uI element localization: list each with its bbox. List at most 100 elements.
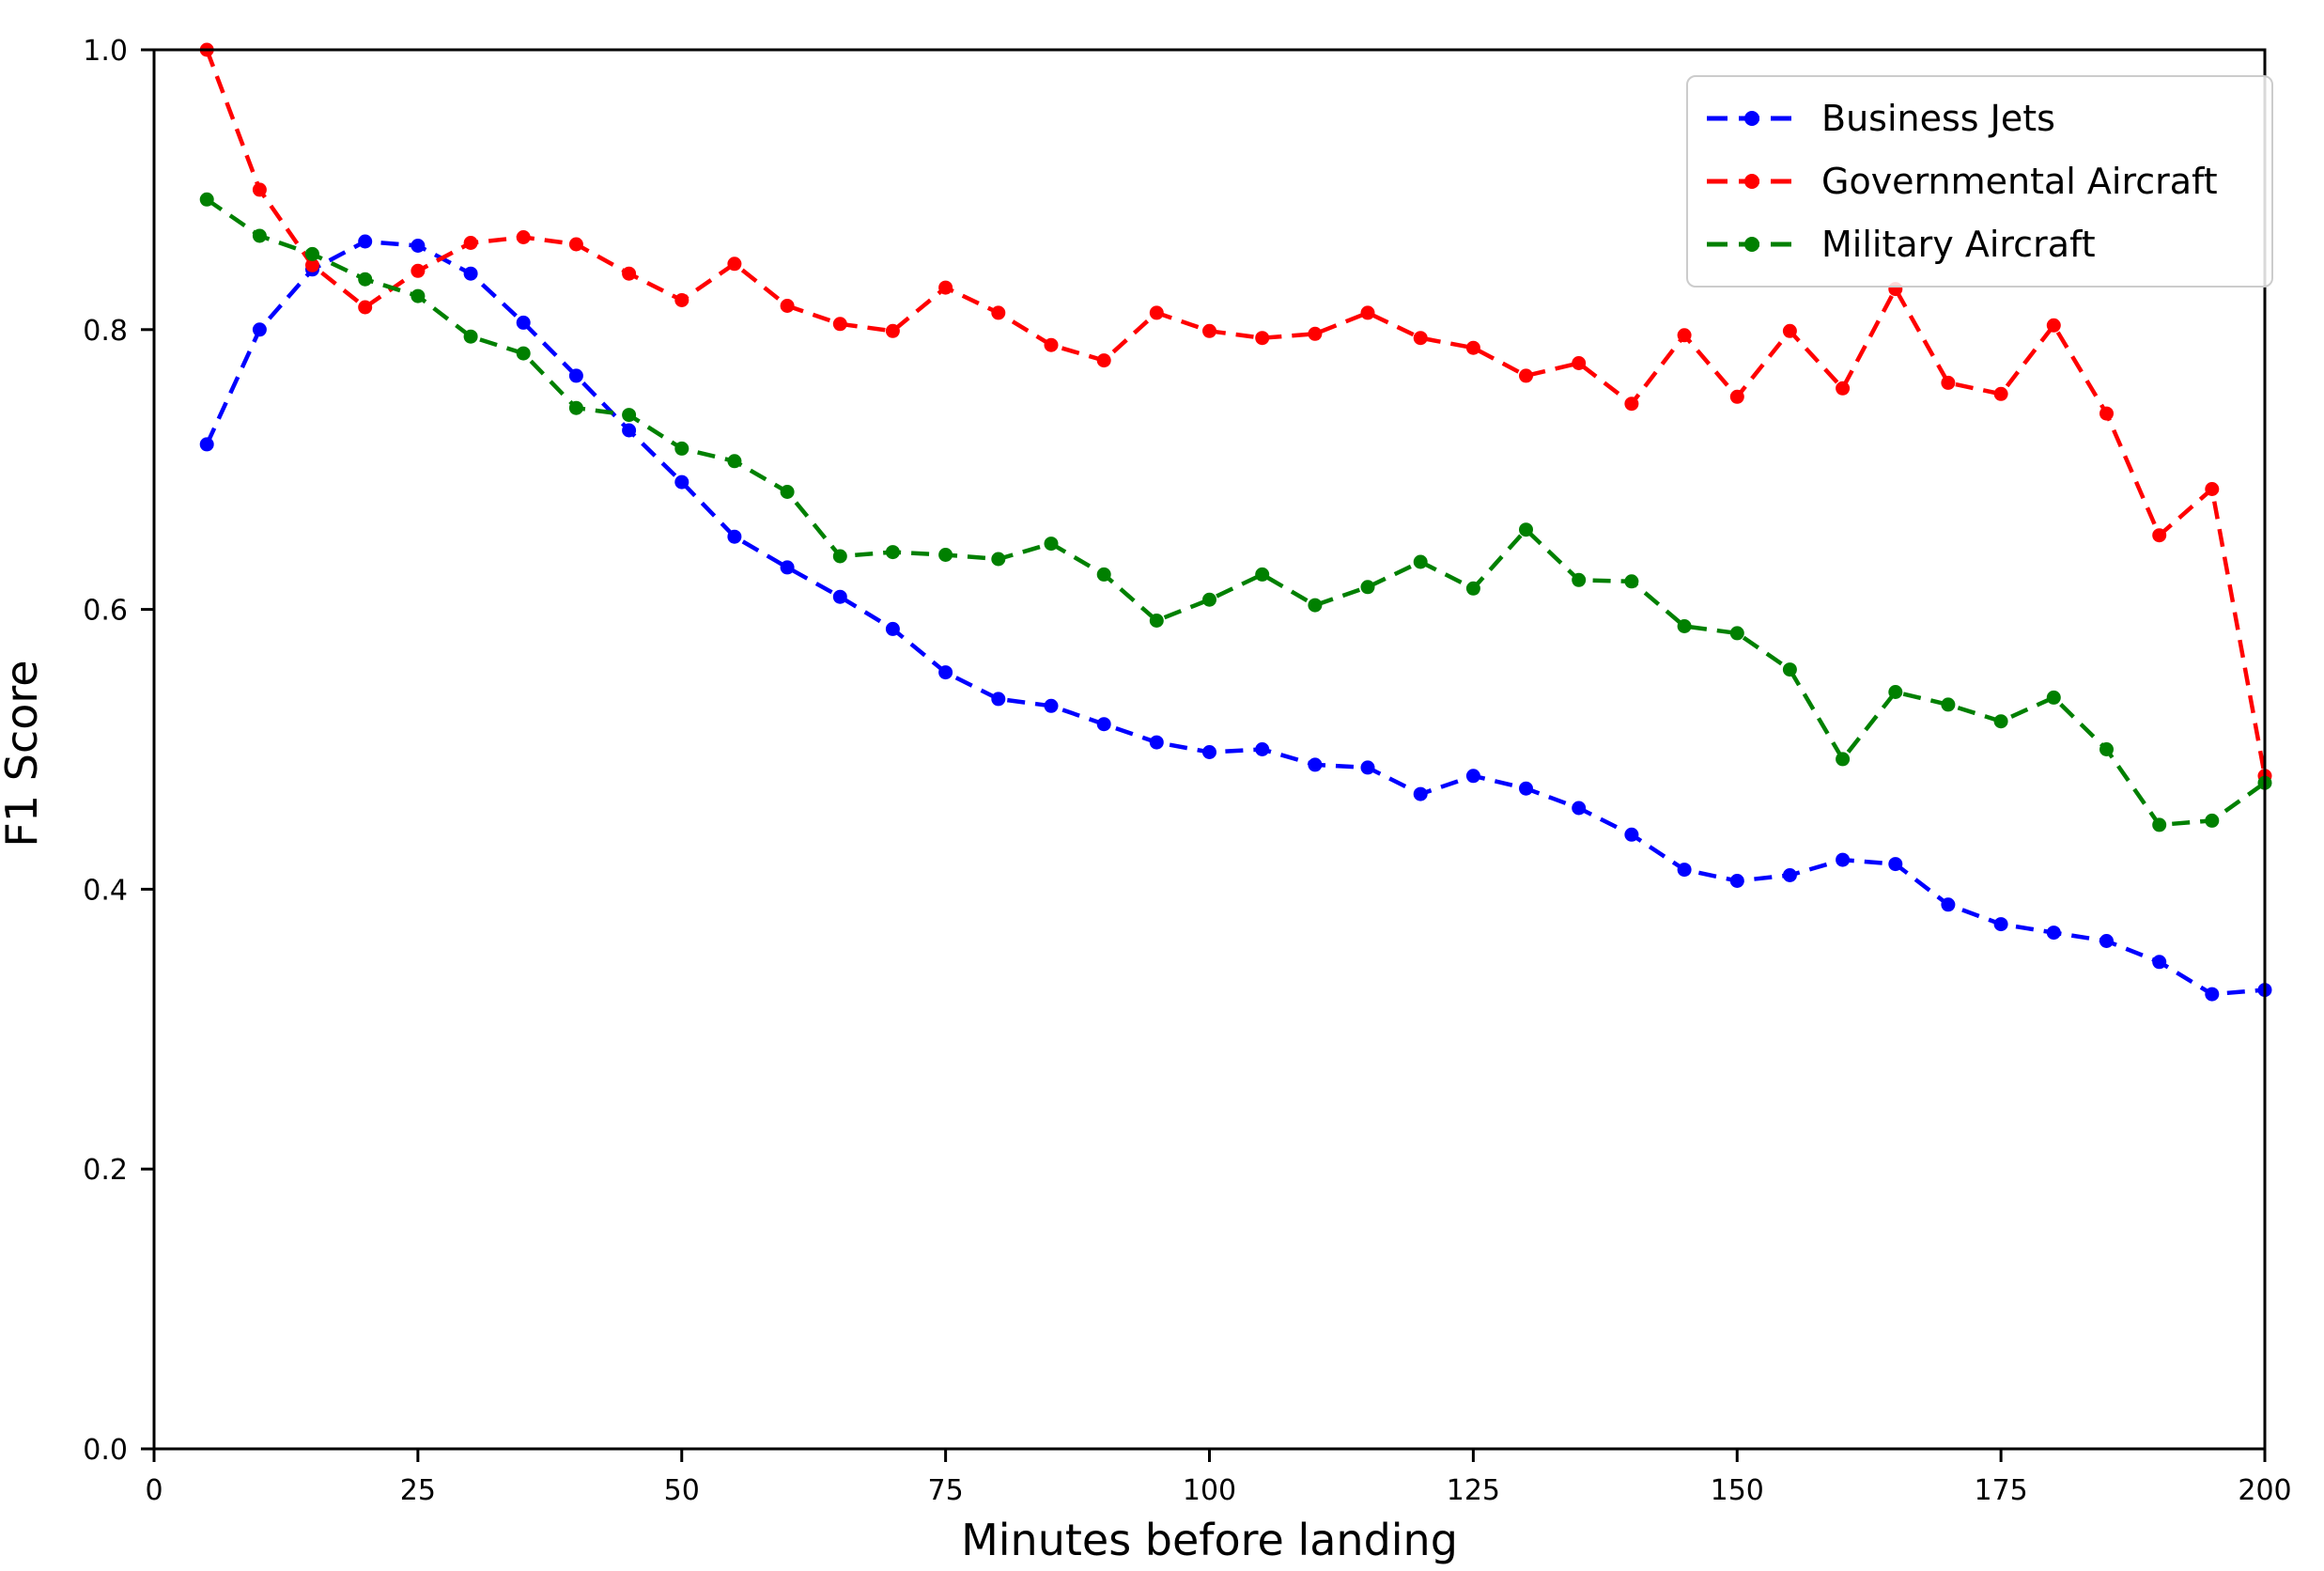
- data-point: [2046, 925, 2061, 941]
- data-point: [1941, 697, 1956, 712]
- data-point: [1202, 745, 1216, 759]
- x-tick-label: 0: [145, 1474, 163, 1507]
- data-point: [832, 549, 847, 564]
- data-point: [1413, 786, 1428, 801]
- data-point: [1677, 863, 1692, 878]
- data-point: [1782, 662, 1797, 677]
- data-point: [1729, 626, 1744, 641]
- data-point: [1149, 735, 1164, 750]
- data-point: [885, 323, 900, 338]
- data-point: [305, 257, 319, 272]
- data-point: [727, 257, 742, 272]
- data-point: [2152, 955, 2167, 970]
- data-point: [199, 437, 214, 452]
- data-point: [1465, 340, 1480, 355]
- data-point: [1993, 386, 2008, 401]
- data-point: [1888, 685, 1903, 699]
- data-point: [1308, 326, 1323, 341]
- data-point: [622, 423, 637, 438]
- x-axis-label: Minutes before landing: [961, 1515, 1458, 1565]
- data-point: [780, 560, 795, 575]
- legend-label: Governmental Aircraft: [1821, 160, 2218, 202]
- series-line-governmental-aircraft: [205, 49, 2268, 777]
- data-point: [568, 368, 583, 383]
- y-tick-label: 0.6: [83, 595, 128, 628]
- data-point: [358, 272, 373, 287]
- series-line-business-jets: [205, 239, 2266, 997]
- data-point: [1572, 356, 1587, 370]
- data-point: [622, 266, 637, 281]
- data-point: [1149, 614, 1164, 628]
- x-tick-label: 200: [2238, 1474, 2291, 1507]
- data-point: [516, 315, 531, 330]
- data-point: [832, 317, 847, 332]
- data-point: [1836, 752, 1851, 767]
- data-point: [252, 182, 267, 197]
- y-tick-label: 0.8: [83, 315, 128, 348]
- x-tick-label: 100: [1183, 1474, 1236, 1507]
- data-point: [1519, 368, 1533, 383]
- data-point: [305, 246, 319, 261]
- data-point: [1308, 757, 1323, 772]
- data-point: [1308, 598, 1323, 613]
- data-point: [1941, 897, 1956, 912]
- data-point: [885, 545, 900, 560]
- data-point: [1993, 917, 2008, 932]
- y-tick-label: 1.0: [83, 35, 128, 68]
- data-point: [463, 329, 478, 344]
- data-point: [1202, 323, 1216, 338]
- y-axis-label: F1 Score: [0, 660, 47, 848]
- data-point: [1729, 389, 1744, 404]
- data-point: [2205, 813, 2220, 828]
- data-point: [1360, 305, 1375, 320]
- data-point: [2099, 934, 2114, 948]
- data-point: [674, 441, 689, 456]
- data-point: [885, 621, 900, 636]
- data-point: [1465, 769, 1480, 784]
- data-point: [199, 192, 214, 207]
- x-tick-label: 150: [1711, 1474, 1764, 1507]
- data-point: [463, 266, 478, 281]
- data-point: [358, 300, 373, 315]
- data-point: [1202, 592, 1216, 607]
- data-point: [1624, 574, 1639, 589]
- data-point: [1096, 567, 1111, 582]
- data-point: [991, 692, 1006, 707]
- legend: Business Jets Governmental Aircraft Mili…: [1686, 75, 2273, 288]
- data-point: [1360, 760, 1375, 775]
- data-point: [938, 665, 953, 680]
- data-point: [1941, 375, 1956, 390]
- data-point: [411, 239, 426, 253]
- legend-line-sample: [1707, 237, 1797, 253]
- data-point: [2152, 817, 2167, 832]
- data-point: [622, 408, 637, 423]
- data-point: [252, 228, 267, 243]
- axes-frame: [152, 48, 2267, 1451]
- data-point: [727, 454, 742, 469]
- data-point: [1677, 619, 1692, 633]
- data-point: [568, 237, 583, 252]
- data-point: [1044, 698, 1059, 713]
- data-point: [2099, 406, 2114, 421]
- legend-item-military-aircraft: Military Aircraft: [1707, 224, 2253, 265]
- data-point: [1255, 331, 1270, 346]
- data-point: [674, 293, 689, 307]
- legend-item-governmental-aircraft: Governmental Aircraft: [1707, 161, 2253, 202]
- x-tick-label: 175: [1974, 1474, 2027, 1507]
- y-tick-label: 0.4: [83, 874, 128, 907]
- data-point: [1888, 857, 1903, 872]
- series-line-military-aircraft: [205, 197, 2267, 828]
- legend-line-sample: [1707, 110, 1797, 126]
- data-point: [1096, 353, 1111, 368]
- data-point: [2046, 318, 2061, 333]
- x-tick-label: 25: [400, 1474, 436, 1507]
- data-point: [358, 234, 373, 249]
- data-point: [780, 299, 795, 313]
- data-point: [1729, 874, 1744, 888]
- data-point: [463, 236, 478, 250]
- data-point: [1993, 714, 2008, 729]
- data-point: [938, 280, 953, 295]
- data-point: [516, 230, 531, 244]
